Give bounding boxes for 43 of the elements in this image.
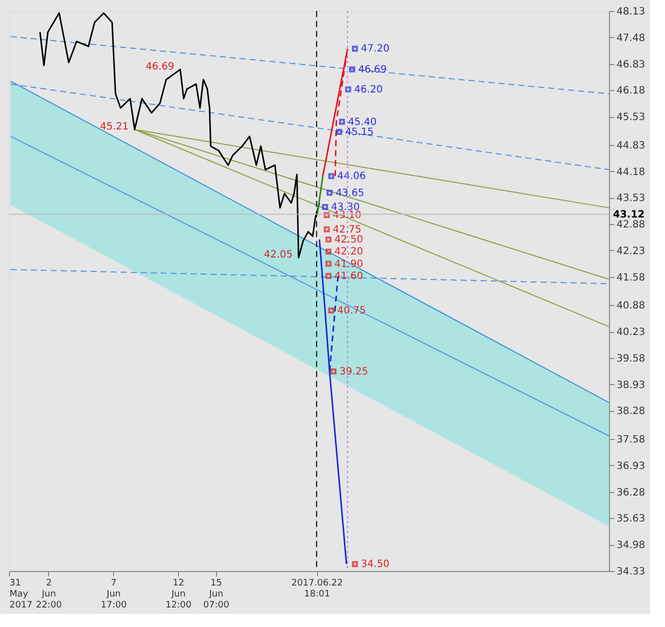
y-tick-label: 41.58 — [616, 272, 646, 284]
x-tick-label: 2017.06.22 18:01 — [291, 578, 343, 600]
y-tick-label: 38.93 — [616, 380, 646, 391]
ref-line-label: 43.12 — [613, 209, 645, 220]
y-tick-label: 36.93 — [616, 460, 646, 472]
x-tick-label: 12 Jun 12:00 — [166, 578, 192, 610]
y-tick-label: 42.88 — [616, 220, 646, 231]
y-tick-label: 39.58 — [616, 353, 646, 364]
data-label: 44.06 — [337, 171, 366, 182]
y-tick-label: 46.83 — [616, 59, 646, 70]
data-label: 42.20 — [334, 246, 364, 258]
y-tick-label: 42.23 — [616, 246, 646, 257]
y-tick-label: 47.48 — [616, 32, 646, 44]
annotation: 42.05 — [264, 250, 293, 261]
data-label: 42.75 — [332, 224, 362, 236]
y-tick-label: 44.83 — [616, 140, 646, 152]
data-label: 41.60 — [334, 270, 364, 282]
data-label: 34.50 — [360, 559, 390, 570]
x-tick-label: 15 Jun 07:00 — [203, 578, 230, 610]
y-tick-label: 38.28 — [616, 406, 646, 418]
x-tick-label: 2 Jun 22:00 — [36, 578, 62, 610]
data-label: 39.25 — [340, 366, 368, 378]
data-label: 45.40 — [348, 116, 377, 128]
y-tick-label: 35.63 — [616, 514, 646, 525]
y-tick-label: 48.13 — [616, 6, 646, 18]
data-label: 47.20 — [360, 44, 390, 55]
x-tick-label: 7 Jun 17:00 — [100, 578, 127, 610]
annotation: 46.69 — [146, 61, 174, 72]
y-tick-label: 40.23 — [616, 327, 646, 338]
annotation: 45.21 — [100, 121, 129, 132]
y-tick-label: 45.53 — [616, 112, 646, 124]
y-tick-label: 46.18 — [616, 86, 646, 97]
x-tick-label: 31 May 2017 — [10, 578, 32, 610]
y-tick-label: 43.53 — [616, 193, 646, 204]
y-tick-label: 37.58 — [616, 434, 646, 446]
data-label: 46.20 — [354, 84, 383, 96]
y-tick-label: 34.98 — [616, 540, 646, 552]
y-tick-label: 44.18 — [616, 166, 646, 178]
data-label: 42.50 — [334, 234, 364, 246]
y-tick-label: 40.88 — [616, 300, 646, 312]
y-tick-label: 34.33 — [616, 566, 646, 578]
data-label: 40.75 — [337, 305, 366, 316]
y-tick-label: 36.28 — [616, 487, 646, 498]
